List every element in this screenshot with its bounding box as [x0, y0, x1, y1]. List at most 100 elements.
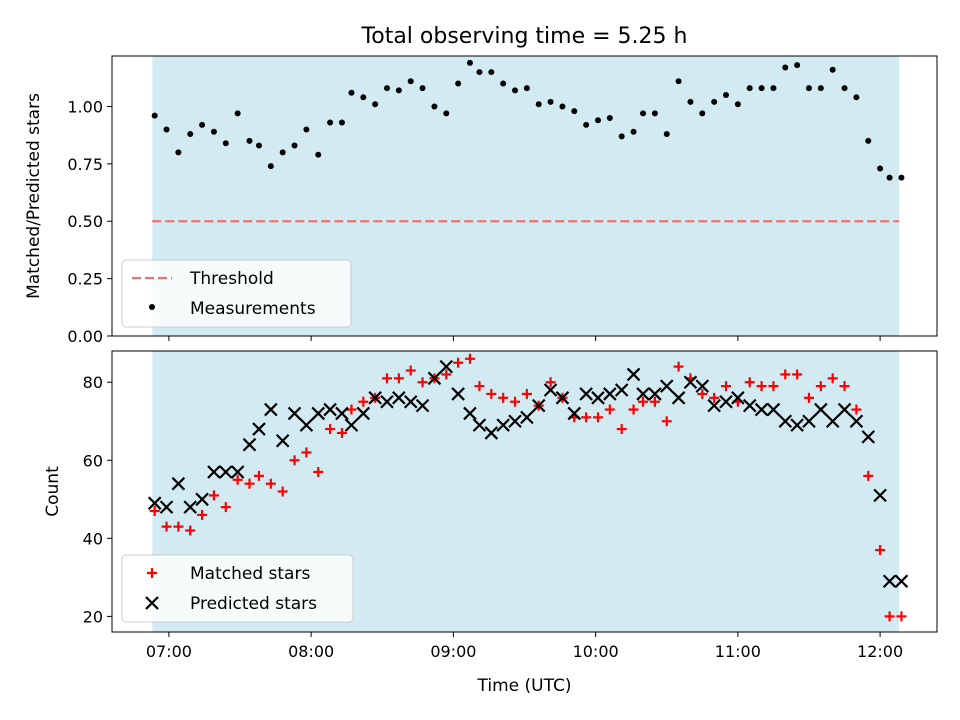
predicted-star-point	[275, 433, 290, 448]
x-b	[555, 391, 570, 405]
x-axis-label: Time (UTC)	[477, 676, 572, 696]
measurement-point	[651, 110, 658, 117]
panel-ratio: 0.00 0.25 0.50 0.75 1.00 Total observing tim…	[24, 24, 938, 346]
matched-star-point	[839, 381, 850, 392]
measurement-point	[431, 103, 438, 110]
legend-matched-label: Matched stars	[190, 564, 310, 584]
y-tick-label: 20	[83, 607, 103, 626]
measurement-point	[630, 128, 637, 135]
x-b	[380, 394, 394, 409]
matched-star-point	[358, 396, 369, 407]
predicted-star-point	[230, 465, 245, 479]
predicted-star-point	[472, 418, 487, 432]
matched-star-point	[289, 455, 300, 466]
x-b	[392, 391, 406, 405]
predicted-star-point	[264, 402, 278, 417]
measurement-point	[234, 110, 241, 117]
matched-star-point	[464, 353, 475, 364]
predicted-star-point	[603, 387, 617, 401]
measurement-point	[372, 101, 379, 108]
measurement-point	[571, 108, 578, 115]
predicted-star-point	[287, 406, 302, 421]
y-tick-label: 0.25	[67, 270, 103, 289]
measurement-point	[782, 64, 789, 71]
matched-star-point	[638, 396, 649, 407]
predicted-star-point	[147, 496, 162, 510]
matched-star-point	[592, 412, 603, 423]
matched-star-point	[709, 392, 720, 403]
axes-frame-bottom	[111, 350, 938, 633]
x-b	[695, 379, 710, 393]
predicted-star-point	[849, 414, 864, 429]
x-b	[207, 465, 221, 479]
measurement-point	[187, 131, 194, 138]
matched-star-point	[265, 478, 276, 489]
x-b	[579, 387, 593, 401]
predicted-star-point	[591, 391, 605, 405]
x-b	[242, 437, 257, 452]
matched-star-point	[346, 404, 357, 415]
x-b	[825, 414, 840, 429]
x-b	[626, 367, 641, 382]
matched-star-point	[173, 521, 184, 532]
predicted-star-point	[344, 418, 359, 432]
matched-star-point	[149, 506, 160, 517]
predicted-star-point	[380, 394, 394, 409]
predicted-star-point	[659, 379, 674, 393]
predicted-star-point	[754, 402, 769, 417]
measurement-point	[384, 85, 390, 92]
x-b	[230, 465, 245, 479]
x-b	[439, 359, 454, 374]
measurement-point	[734, 101, 741, 108]
measurement-point	[476, 69, 483, 76]
x-b	[484, 426, 499, 440]
x-b	[849, 414, 864, 429]
matched-star-point	[161, 521, 172, 532]
predicted-star-point	[555, 391, 570, 405]
x-tick-label: 07:00	[146, 642, 192, 661]
x-b	[344, 418, 359, 432]
matched-star-point	[545, 377, 556, 388]
measurement-point	[877, 165, 884, 172]
x-b	[719, 394, 733, 409]
x-b	[636, 387, 650, 401]
x-b	[778, 414, 793, 429]
predicted-star-point	[742, 398, 757, 413]
y-tick-label: 60	[83, 451, 103, 470]
measurement-point	[711, 98, 718, 105]
x-b	[147, 496, 162, 510]
measurement-point	[175, 149, 182, 156]
predicted-star-point	[311, 406, 326, 421]
matched-star-point	[301, 447, 312, 458]
predicted-star-point	[335, 406, 349, 421]
axes-frame-top	[111, 55, 938, 337]
predicted-star-point	[252, 422, 266, 436]
y-ticks-bottom: 20 40 60 80	[83, 373, 112, 626]
predicted-star-point	[882, 574, 897, 589]
matched-star-point	[336, 427, 347, 438]
measurement-point	[210, 128, 217, 135]
legend-bottom: Matched stars Predicted stars	[121, 554, 354, 623]
matched-star-point	[815, 381, 826, 392]
y-axis-label-top: Matched/Predicted stars	[24, 93, 44, 299]
x-b	[472, 418, 487, 432]
predicted-star-point	[731, 391, 745, 405]
predicted-star-point	[323, 402, 337, 417]
measurement-point	[841, 85, 848, 92]
measurement-point	[466, 59, 473, 66]
x-ticks-bottom: 07:00 08:00 09:00 10:00 11:00 12:00	[146, 632, 903, 661]
predicted-star-point	[183, 500, 198, 514]
x-b	[299, 418, 314, 432]
measurement-point	[199, 121, 206, 128]
x-b	[648, 387, 662, 401]
measurement-point	[865, 137, 872, 144]
matched-star-point	[441, 369, 452, 380]
x-b	[790, 418, 804, 432]
x-b	[754, 402, 769, 417]
predicted-star-point	[873, 488, 887, 503]
matched-star-point	[453, 357, 464, 368]
matched-star-point	[697, 388, 708, 399]
matched-star-point	[661, 416, 672, 427]
measurement-point	[267, 163, 274, 170]
measurement-point	[523, 85, 530, 92]
